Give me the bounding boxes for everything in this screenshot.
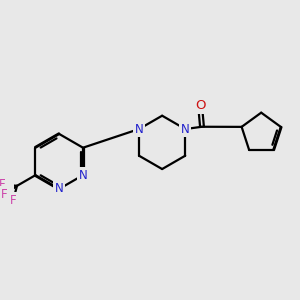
Text: F: F [1, 188, 8, 201]
Text: O: O [195, 99, 206, 112]
Text: N: N [181, 122, 190, 136]
Text: N: N [135, 122, 143, 136]
Text: F: F [10, 194, 16, 207]
Text: N: N [79, 169, 87, 182]
Text: N: N [55, 182, 64, 195]
Text: F: F [0, 178, 5, 191]
